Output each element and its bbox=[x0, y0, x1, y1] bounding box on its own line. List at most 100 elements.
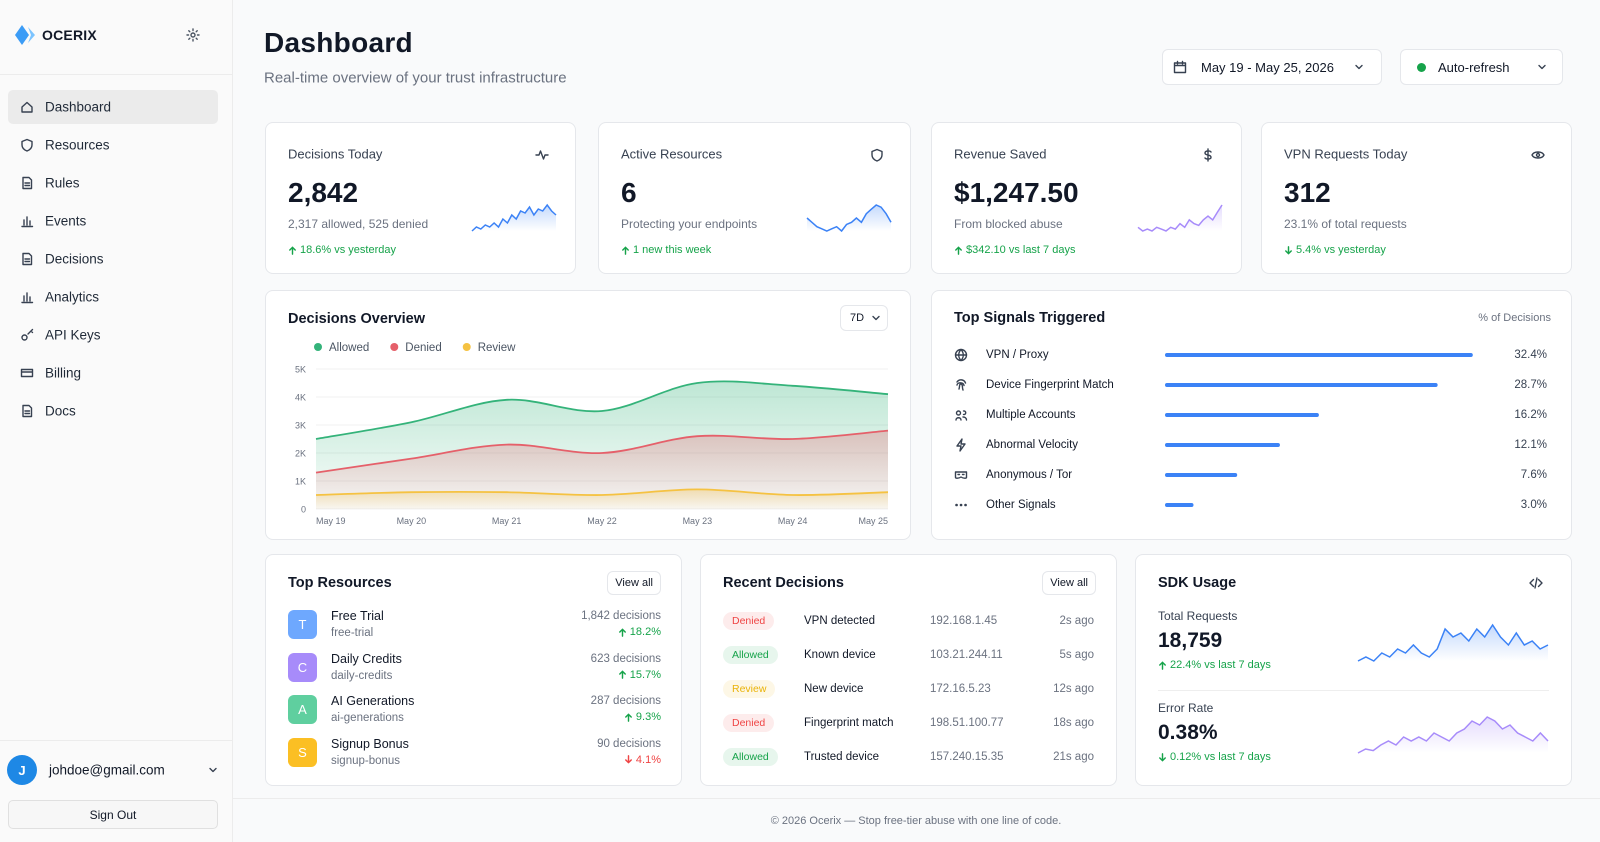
change-text: 18.2% bbox=[629, 626, 661, 638]
change: 5.4% vs yesterday bbox=[1284, 244, 1386, 256]
sparkline bbox=[1137, 204, 1223, 232]
icon bbox=[535, 150, 549, 160]
icon-path bbox=[954, 348, 968, 362]
stat-title: VPN Requests Today bbox=[1284, 146, 1408, 162]
icon bbox=[21, 216, 34, 228]
sparkline-area bbox=[1138, 205, 1222, 231]
series-area bbox=[316, 489, 888, 509]
stat-card: Active Resources 6 Protecting your endpoin… bbox=[598, 122, 911, 274]
legend-dot bbox=[314, 343, 322, 351]
nav-item[interactable]: API Keys bbox=[8, 318, 218, 352]
icon-path bbox=[21, 292, 34, 304]
icon bbox=[20, 368, 34, 378]
change: $342.10 vs last 7 days bbox=[954, 244, 1075, 256]
sparkline-line bbox=[1137, 204, 1223, 232]
icon bbox=[872, 315, 880, 321]
refresh-text: Auto-refresh bbox=[1438, 59, 1510, 75]
icon-path bbox=[20, 368, 34, 378]
resource-name: Signup Bonus bbox=[331, 736, 409, 751]
resource-avatar: T bbox=[288, 610, 317, 639]
change-text: 18.6% vs yesterday bbox=[300, 244, 396, 256]
signal-bar bbox=[1165, 383, 1438, 387]
signals-title: Top Signals Triggered bbox=[954, 310, 1106, 326]
nav-item[interactable]: Resources bbox=[8, 128, 218, 162]
change-text: 1 new this week bbox=[633, 244, 712, 256]
nav-label: API Keys bbox=[45, 327, 101, 343]
change: 18.2% bbox=[618, 626, 661, 638]
user-avatar: J bbox=[7, 755, 37, 785]
stat-card: Revenue Saved $1,247.50 From blocked abuse… bbox=[931, 122, 1242, 274]
decision-reason: New device bbox=[804, 683, 864, 695]
view-all[interactable]: View all bbox=[607, 571, 661, 595]
date-range[interactable]: May 19 - May 25, 2026 bbox=[1162, 49, 1382, 85]
legend-dot bbox=[462, 343, 471, 351]
stat-detail: 2,317 allowed, 525 denied bbox=[288, 217, 429, 231]
decision-time: 2s ago bbox=[1059, 615, 1094, 627]
signal-bar bbox=[1165, 353, 1473, 357]
sparkline-area bbox=[807, 205, 891, 231]
icon bbox=[21, 328, 34, 341]
sign-out[interactable]: Sign Out bbox=[8, 800, 218, 829]
chart-card: Decisions Overview Allowed Denied Review 0 1K… bbox=[265, 290, 911, 540]
range-select[interactable]: 7D bbox=[840, 305, 888, 331]
signal-name: VPN / Proxy bbox=[986, 349, 1049, 361]
decision-ip: 192.168.1.45 bbox=[930, 615, 998, 627]
icon-path bbox=[956, 438, 966, 452]
decision-reason: Trusted device bbox=[804, 751, 879, 763]
trend-arrow bbox=[955, 245, 962, 255]
decision-reason: VPN detected bbox=[804, 615, 875, 627]
change-text: 22.4% vs last 7 days bbox=[1170, 659, 1271, 671]
arrow-path bbox=[1285, 245, 1292, 255]
signal-value: 3.0% bbox=[1520, 499, 1547, 511]
change-text: 15.7% bbox=[629, 668, 661, 681]
nav-item[interactable]: Docs bbox=[8, 394, 218, 428]
nav-item[interactable]: Billing bbox=[8, 356, 218, 390]
stat-title: Revenue Saved bbox=[954, 146, 1047, 162]
nav-label: Decisions bbox=[45, 251, 104, 267]
icon bbox=[1173, 60, 1187, 74]
nav-label: Billing bbox=[45, 365, 82, 381]
chart: Decisions Overview Allowed Denied Review 0 1K… bbox=[288, 311, 889, 526]
icon-path bbox=[955, 410, 968, 421]
signal-value: 7.6% bbox=[1520, 469, 1547, 481]
logo-mark bbox=[15, 25, 29, 45]
status-pill: Denied bbox=[723, 714, 775, 732]
signal-name: Other Signals bbox=[986, 499, 1056, 511]
metric-value: 0.38% bbox=[1158, 721, 1218, 744]
signal-bar bbox=[1165, 443, 1280, 447]
nav-item[interactable]: Events bbox=[8, 204, 218, 238]
signals-axis-label: % of Decisions bbox=[1478, 312, 1551, 324]
resource-decisions: 1,842 decisions bbox=[581, 610, 661, 622]
trend-arrow bbox=[1159, 660, 1166, 670]
sparkline-area bbox=[1358, 717, 1548, 753]
decision-time: 18s ago bbox=[1053, 717, 1094, 729]
view-all[interactable]: View all bbox=[1042, 571, 1096, 595]
range-text: 7D bbox=[850, 312, 865, 324]
divider bbox=[1158, 690, 1549, 691]
signal-bar bbox=[1165, 503, 1194, 507]
change: 22.4% vs last 7 days bbox=[1158, 659, 1271, 671]
legend-label: Allowed bbox=[329, 342, 369, 354]
nav-item[interactable]: Dashboard bbox=[8, 90, 218, 124]
decision-ip: 157.240.15.35 bbox=[930, 751, 1004, 763]
trend-arrow bbox=[625, 712, 632, 722]
signals-card: Top Signals Triggered % of Decisions VPN /… bbox=[931, 290, 1572, 540]
icon bbox=[1529, 577, 1543, 589]
nav-item[interactable]: Analytics bbox=[8, 280, 218, 314]
x-tick-label: May 21 bbox=[492, 516, 522, 526]
decision-time: 12s ago bbox=[1053, 683, 1094, 695]
icon bbox=[956, 379, 967, 391]
sparkline bbox=[1357, 716, 1549, 754]
arrow-path bbox=[625, 712, 632, 722]
nav-item[interactable]: Rules bbox=[8, 166, 218, 200]
decision-reason: Fingerprint match bbox=[804, 717, 894, 729]
resource-name: Daily Credits bbox=[331, 651, 402, 666]
nav-item[interactable]: Decisions bbox=[8, 242, 218, 276]
change-text: 9.3% bbox=[635, 711, 661, 723]
change: 0.12% vs last 7 days bbox=[1158, 751, 1271, 763]
stat-value: $1,247.50 bbox=[954, 177, 1079, 208]
nav-label: Rules bbox=[45, 175, 80, 191]
auto-refresh[interactable]: Auto-refresh bbox=[1400, 49, 1563, 85]
sidebar: OCERIX Dashboard Resources Rules Events Decis… bbox=[0, 0, 233, 842]
